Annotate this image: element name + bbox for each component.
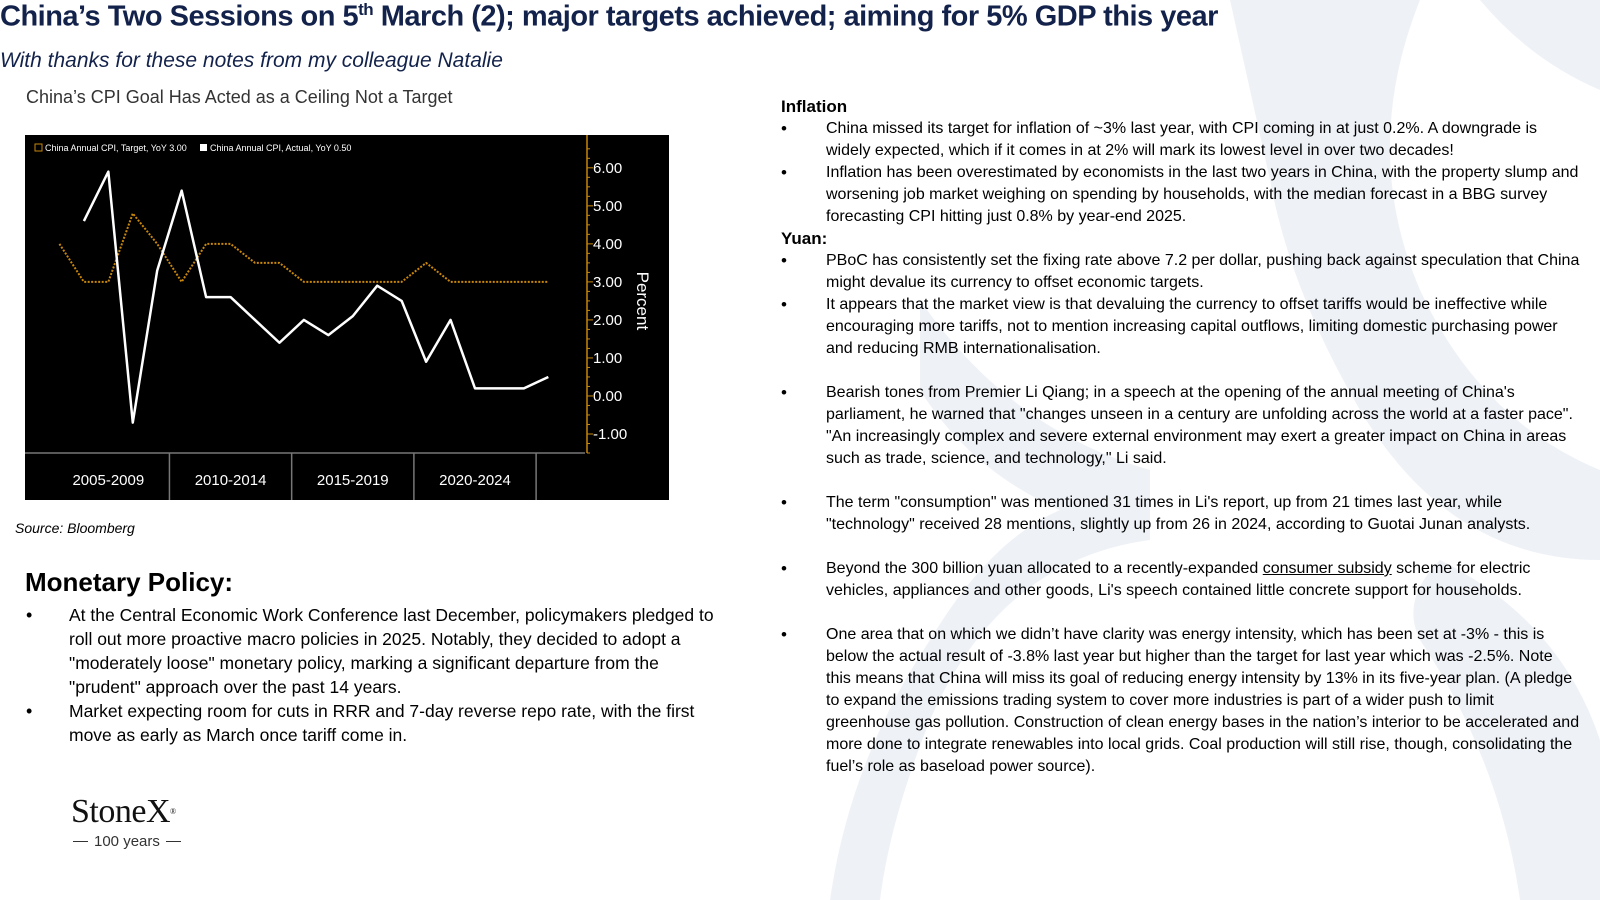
y-tick-label: -1.00 xyxy=(593,426,627,443)
logo-name: StoneX xyxy=(71,793,171,830)
target-cpi-series xyxy=(58,212,549,283)
bearish-note: Bearish tones from Premier Li Qiang; in … xyxy=(781,382,1581,470)
registered-mark: ® xyxy=(170,807,176,816)
consumption-note: The term "consumption" was mentioned 31 … xyxy=(781,492,1581,536)
monetary-policy-list: At the Central Economic Work Conference … xyxy=(20,603,720,747)
yuan-heading: Yuan: xyxy=(781,229,828,248)
y-tick-label: 0.00 xyxy=(593,388,622,405)
logo-tagline: 100 years xyxy=(94,833,160,850)
y-tick-label: 1.00 xyxy=(593,350,622,367)
page-subtitle: With thanks for these notes from my coll… xyxy=(0,49,503,72)
consumer-subsidy-link[interactable]: consumer subsidy xyxy=(1262,560,1392,577)
inflation-list: China missed its target for inflation of… xyxy=(781,118,1581,228)
y-tick-label: 4.00 xyxy=(593,236,622,253)
list-item: PBoC has consistently set the fixing rat… xyxy=(781,250,1581,294)
list-item: The term "consumption" was mentioned 31 … xyxy=(781,492,1581,536)
list-item: China missed its target for inflation of… xyxy=(781,118,1581,162)
chart-source: Source: Bloomberg xyxy=(15,520,135,536)
monetary-policy-heading: Monetary Policy: xyxy=(25,567,234,597)
yuan-list: PBoC has consistently set the fixing rat… xyxy=(781,250,1581,360)
list-item: Bearish tones from Premier Li Qiang; in … xyxy=(781,382,1581,470)
y-tick-label: 6.00 xyxy=(593,160,622,177)
x-tick-label: 2020-2024 xyxy=(439,472,511,489)
list-item: Inflation has been overestimated by econ… xyxy=(781,162,1581,228)
legend-label: China Annual CPI, Target, YoY 3.00 xyxy=(45,143,187,153)
y-tick-label: 2.00 xyxy=(593,312,622,329)
x-tick-label: 2005-2009 xyxy=(72,472,144,489)
list-item: One area that on which we didn’t have cl… xyxy=(781,624,1581,778)
inflation-heading: Inflation xyxy=(781,97,848,116)
x-tick-label: 2015-2019 xyxy=(317,472,389,489)
legend-swatch xyxy=(34,143,43,152)
list-item: Market expecting room for cuts in RRR an… xyxy=(20,699,720,747)
y-tick-label: 3.00 xyxy=(593,274,622,291)
list-item: Beyond the 300 billion yuan allocated to… xyxy=(781,558,1581,602)
actual-cpi-series xyxy=(82,170,549,424)
stonex-logo: StoneX® 100 years xyxy=(71,795,183,850)
chart-title: China’s CPI Goal Has Acted as a Ceiling … xyxy=(26,87,453,107)
subsidy-note: Beyond the 300 billion yuan allocated to… xyxy=(781,558,1581,602)
legend-swatch xyxy=(200,144,207,151)
list-item: At the Central Economic Work Conference … xyxy=(20,603,720,699)
list-item: It appears that the market view is that … xyxy=(781,294,1581,360)
cpi-line-chart: 6.00 5.00 4.00 3.00 2.00 1.00 0.00 -1.00 Percent… xyxy=(25,135,669,500)
legend-label: China Annual CPI, Actual, YoY 0.50 xyxy=(210,143,351,153)
page-title: China’s Two Sessions on 5th March (2); m… xyxy=(0,0,1218,33)
y-axis-label: Percent xyxy=(633,272,652,331)
x-tick-label: 2010-2014 xyxy=(195,472,267,489)
right-column: Inflation China missed its target for in… xyxy=(781,96,1581,778)
energy-note: One area that on which we didn’t have cl… xyxy=(781,624,1581,778)
y-tick-label: 5.00 xyxy=(593,198,622,215)
chart-background xyxy=(25,135,669,500)
